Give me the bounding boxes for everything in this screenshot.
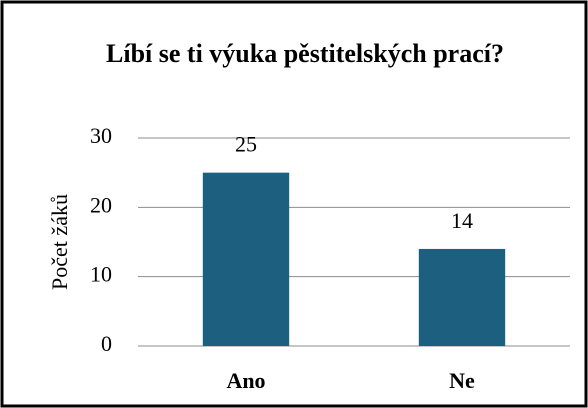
y-axis-label: Počet žáků xyxy=(47,194,72,290)
data-label: 14 xyxy=(451,208,473,233)
y-tick-label: 0 xyxy=(101,331,112,356)
bar xyxy=(418,248,506,346)
bar xyxy=(202,172,290,346)
y-tick-label: 10 xyxy=(90,262,112,287)
data-label: 25 xyxy=(235,132,257,157)
x-tick-label: Ne xyxy=(449,368,475,393)
chart-title: Líbí se ti výuka pěstitelských prací? xyxy=(106,39,504,68)
y-tick-label: 30 xyxy=(90,123,112,148)
y-tick-label: 20 xyxy=(90,192,112,217)
x-tick-label: Ano xyxy=(226,368,265,393)
